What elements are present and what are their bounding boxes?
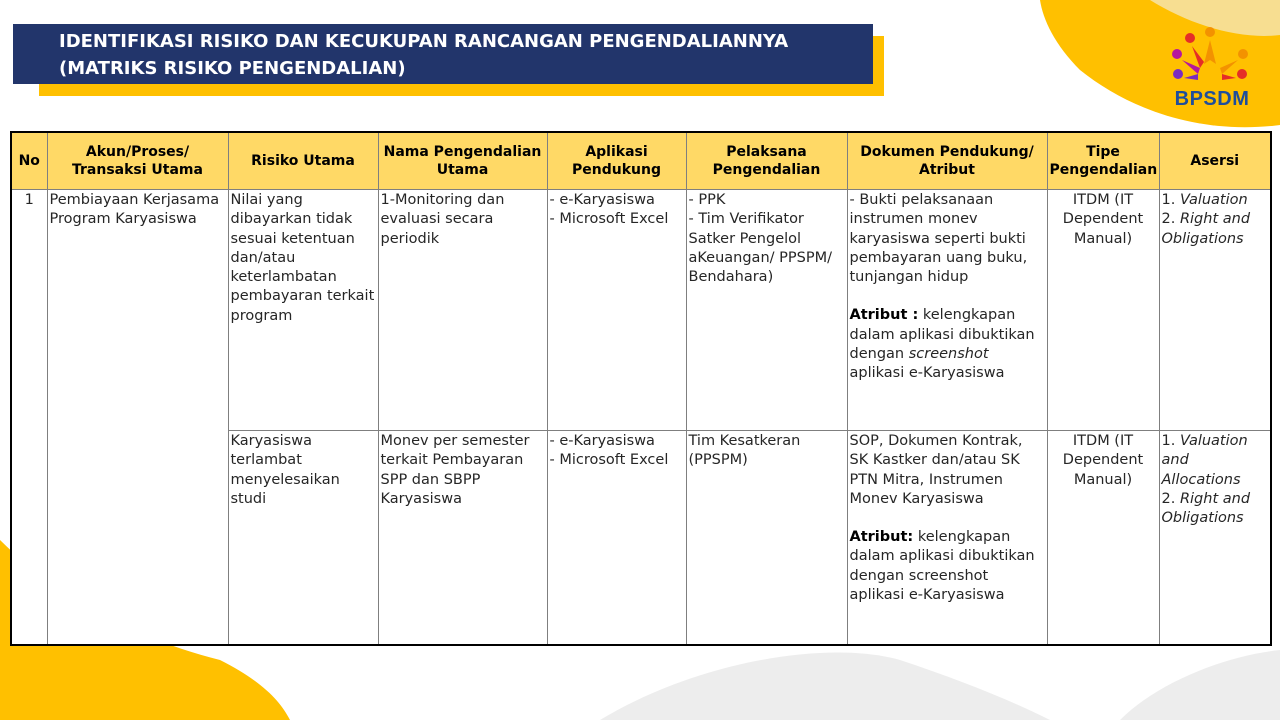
- bottom-grey-shape: [600, 652, 1050, 720]
- cell-tipe: ITDM (IT Dependent Manual): [1046, 430, 1160, 645]
- cell-nama-pengendalian: 1-Monitoring dan evaluasi secara periodi…: [377, 189, 548, 431]
- cell-aplikasi: - e-Karyasiswa - Microsoft Excel: [546, 430, 687, 645]
- top-right-grey-shape: [1150, 0, 1280, 36]
- cell-dokumen: SOP, Dokumen Kontrak, SK Kastker dan/ata…: [846, 430, 1048, 645]
- cell-asersi: 1. Valuation 2. Right and Obligations: [1158, 189, 1272, 431]
- table-row: 1 Pembiayaan Kerjasama Program Karyasisw…: [10, 189, 1272, 645]
- cell-risiko: Karyasiswa terlambat menyelesaikan studi: [227, 430, 379, 645]
- header-no: No: [10, 131, 48, 190]
- title-line-2: (MATRIKS RISIKO PENGENDALIAN): [59, 58, 406, 79]
- cell-tipe: ITDM (IT Dependent Manual): [1046, 189, 1160, 431]
- table-row: Karyasiswa terlambat menyelesaikan studi…: [11, 430, 1272, 645]
- title-line-1: IDENTIFIKASI RISIKO DAN KECUKUPAN RANCAN…: [59, 31, 789, 52]
- dokumen-text: SOP, Dokumen Kontrak, SK Kastker dan/ata…: [849, 433, 1023, 507]
- cell-aplikasi: - e-Karyasiswa - Microsoft Excel: [546, 189, 687, 431]
- cell-no: 1: [10, 189, 48, 645]
- atribut-text: Atribut: kelengkapan dalam aplikasi dibu…: [849, 529, 1035, 604]
- cell-pelaksana: Tim Kesatkeran (PPSPM): [685, 430, 848, 645]
- atribut-text: Atribut : kelengkapan dalam aplikasi dib…: [849, 307, 1035, 382]
- atribut-label: Atribut:: [849, 529, 914, 546]
- bpsdm-logo-icon: [1172, 27, 1248, 80]
- header-tipe: Tipe Pengendalian: [1046, 131, 1160, 190]
- cell-risiko: Nilai yang dibayarkan tidak sesuai keten…: [227, 189, 379, 431]
- header-asersi: Asersi: [1158, 131, 1272, 190]
- header-dokumen: Dokumen Pendukung/ Atribut: [846, 131, 1048, 190]
- header-aplikasi: Aplikasi Pendukung: [546, 131, 687, 190]
- header-pelaksana: Pelaksana Pengendalian: [685, 131, 848, 190]
- header-risiko: Risiko Utama: [227, 131, 379, 190]
- top-right-yellow-shape: [1040, 0, 1280, 128]
- cell-dokumen: - Bukti pelaksanaan instrumen monev kary…: [846, 189, 1048, 431]
- bottom-right-grey-shape: [1120, 650, 1280, 720]
- risk-control-matrix-table: No Akun/Proses/ Transaksi Utama Risiko U…: [10, 131, 1272, 646]
- cell-asersi: 1. Valuation and Allocations 2. Right and…: [1158, 430, 1272, 645]
- dokumen-text: - Bukti pelaksanaan instrumen monev kary…: [849, 192, 1028, 286]
- slide-title: IDENTIFIKASI RISIKO DAN KECUKUPAN RANCAN…: [13, 24, 885, 98]
- logo-text: BPSDM: [1174, 88, 1250, 110]
- cell-akun: Pembiayaan Kerjasama Program Karyasiswa: [46, 189, 229, 645]
- title-box: IDENTIFIKASI RISIKO DAN KECUKUPAN RANCAN…: [13, 24, 873, 84]
- atribut-label: Atribut :: [849, 307, 919, 324]
- header-nama-pengendalian: Nama Pengendalian Utama: [377, 131, 548, 190]
- cell-nama-pengendalian: Monev per semester terkait Pembayaran SP…: [377, 430, 548, 645]
- bottom-left-yellow-shape: [0, 540, 290, 720]
- table-header-row: No Akun/Proses/ Transaksi Utama Risiko U…: [10, 131, 1272, 190]
- header-akun: Akun/Proses/ Transaksi Utama: [46, 131, 229, 190]
- cell-pelaksana: - PPK - Tim Verifikator Satker Pengelol …: [685, 189, 848, 431]
